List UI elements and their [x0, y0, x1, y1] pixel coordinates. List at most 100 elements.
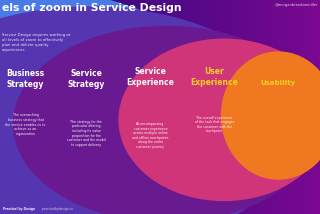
Bar — [141, 0, 142, 214]
Bar — [232, 0, 234, 214]
Bar — [242, 0, 243, 214]
Bar — [317, 0, 318, 214]
Bar — [318, 0, 320, 214]
Bar — [221, 0, 222, 214]
Ellipse shape — [0, 0, 256, 214]
Bar — [227, 0, 229, 214]
Bar — [261, 0, 262, 214]
Bar — [283, 0, 285, 214]
Text: The overarching
business strategy that
the service enables us to
achieve as an
o: The overarching business strategy that t… — [5, 113, 46, 136]
Bar — [48, 0, 50, 214]
Bar — [179, 0, 181, 214]
Bar — [149, 0, 150, 214]
Bar — [42, 0, 43, 214]
Bar — [16, 0, 18, 214]
Bar — [315, 0, 317, 214]
Bar — [123, 0, 125, 214]
Bar — [262, 0, 264, 214]
Bar — [237, 0, 238, 214]
Bar — [51, 0, 53, 214]
Bar — [309, 0, 310, 214]
Text: @morganbrandonmiller: @morganbrandonmiller — [275, 3, 318, 7]
Bar — [163, 0, 165, 214]
Bar — [19, 0, 21, 214]
Text: practicalbydesign.co: practicalbydesign.co — [40, 207, 73, 211]
Bar — [234, 0, 235, 214]
Bar — [307, 0, 309, 214]
Bar — [246, 0, 248, 214]
Bar — [301, 0, 302, 214]
Bar — [173, 0, 174, 214]
Bar — [133, 0, 134, 214]
Bar — [122, 0, 123, 214]
Bar — [294, 0, 296, 214]
Bar — [64, 0, 66, 214]
Bar — [248, 0, 250, 214]
Bar — [184, 0, 186, 214]
Bar — [264, 0, 266, 214]
Bar — [150, 0, 152, 214]
Bar — [216, 0, 218, 214]
Bar — [226, 0, 227, 214]
Bar — [186, 0, 187, 214]
Bar — [69, 0, 70, 214]
Bar — [40, 0, 42, 214]
Bar — [214, 0, 216, 214]
Bar — [197, 0, 198, 214]
Bar — [21, 0, 22, 214]
Text: The strategy for the
particular offering,
including its value
proposition for th: The strategy for the particular offering… — [67, 120, 106, 147]
Bar — [278, 0, 280, 214]
Bar — [54, 0, 56, 214]
Bar — [125, 0, 126, 214]
Bar — [280, 0, 282, 214]
Bar — [146, 0, 147, 214]
Bar — [88, 0, 90, 214]
Text: All-encompassing
customer experience
across multiple online
and offline touchpoi: All-encompassing customer experience acr… — [132, 122, 169, 149]
Bar — [213, 0, 214, 214]
Bar — [120, 0, 122, 214]
Bar — [66, 0, 67, 214]
Bar — [165, 0, 166, 214]
Bar — [202, 0, 203, 214]
Text: The overall experience
of the task that engages
the customer with the
touchpoint: The overall experience of the task that … — [195, 116, 234, 133]
Bar — [99, 0, 101, 214]
Bar — [256, 0, 258, 214]
Bar — [2, 0, 3, 214]
Bar — [296, 0, 298, 214]
Bar — [314, 0, 315, 214]
Bar — [302, 0, 304, 214]
Bar — [101, 0, 102, 214]
Bar — [299, 0, 301, 214]
Bar — [14, 0, 16, 214]
Bar — [83, 0, 85, 214]
Bar — [61, 0, 62, 214]
Bar — [77, 0, 78, 214]
Bar — [312, 0, 314, 214]
Bar — [114, 0, 115, 214]
Text: Service
Strategy: Service Strategy — [68, 70, 105, 89]
Bar — [34, 0, 35, 214]
Bar — [27, 0, 29, 214]
Bar — [22, 0, 24, 214]
Bar — [38, 0, 40, 214]
Bar — [80, 0, 82, 214]
Bar — [174, 0, 176, 214]
Bar — [154, 0, 155, 214]
Bar — [310, 0, 312, 214]
Bar — [91, 0, 93, 214]
Bar — [298, 0, 299, 214]
Bar — [130, 0, 131, 214]
Bar — [59, 0, 61, 214]
Bar — [43, 0, 45, 214]
Ellipse shape — [118, 39, 320, 201]
Bar — [147, 0, 149, 214]
Text: Usability: Usability — [261, 80, 296, 86]
Bar — [117, 0, 118, 214]
Bar — [75, 0, 77, 214]
Text: Service Design requires working at
all levels of zoom to effectively
plan and de: Service Design requires working at all l… — [2, 33, 70, 52]
Bar — [259, 0, 261, 214]
Bar — [157, 0, 158, 214]
Bar — [86, 0, 88, 214]
Bar — [200, 0, 202, 214]
Bar — [230, 0, 232, 214]
